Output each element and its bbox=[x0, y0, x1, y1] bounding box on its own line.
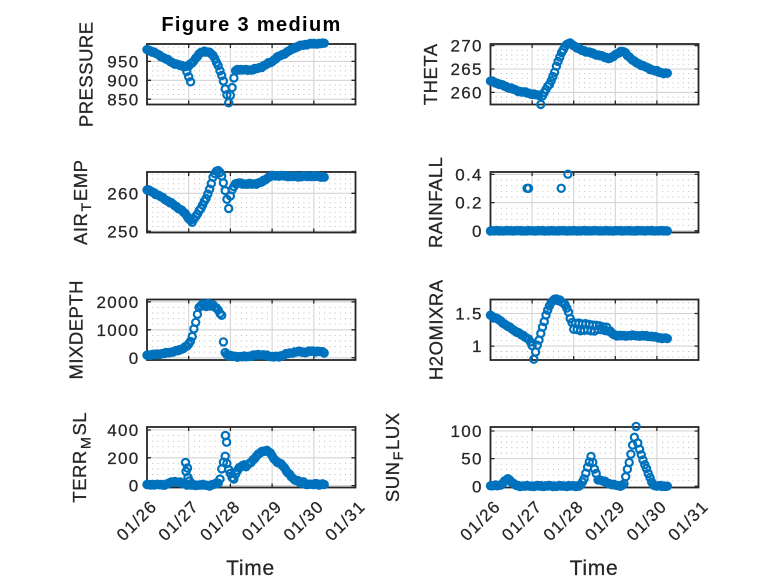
svg-text:265: 265 bbox=[451, 60, 483, 79]
svg-text:1000: 1000 bbox=[96, 321, 139, 340]
svg-text:400: 400 bbox=[107, 421, 139, 440]
svg-text:Time: Time bbox=[570, 557, 619, 580]
svg-text:270: 270 bbox=[451, 37, 483, 56]
svg-text:260: 260 bbox=[451, 84, 483, 103]
svg-text:0: 0 bbox=[129, 349, 140, 368]
svg-text:200: 200 bbox=[107, 449, 139, 468]
svg-text:PRESSURE: PRESSURE bbox=[76, 21, 97, 127]
svg-text:250: 250 bbox=[107, 222, 139, 241]
svg-text:850: 850 bbox=[107, 90, 139, 109]
svg-text:100: 100 bbox=[451, 422, 483, 441]
svg-text:SUNFLUX: SUNFLUX bbox=[382, 412, 407, 502]
svg-text:AIRTEMP: AIRTEMP bbox=[70, 159, 95, 245]
svg-text:50: 50 bbox=[461, 450, 483, 469]
svg-text:950: 950 bbox=[107, 53, 139, 72]
svg-text:2000: 2000 bbox=[96, 293, 139, 312]
svg-text:0: 0 bbox=[129, 477, 140, 496]
svg-text:0.2: 0.2 bbox=[455, 194, 483, 213]
svg-text:H2OMIXRA: H2OMIXRA bbox=[426, 279, 447, 380]
svg-text:1: 1 bbox=[472, 337, 483, 356]
svg-text:0: 0 bbox=[472, 222, 483, 241]
svg-text:900: 900 bbox=[107, 71, 139, 90]
svg-text:Time: Time bbox=[226, 557, 275, 580]
svg-text:THETA: THETA bbox=[420, 43, 441, 105]
svg-text:Figure 3 medium: Figure 3 medium bbox=[161, 14, 341, 36]
svg-text:1.5: 1.5 bbox=[455, 305, 483, 324]
svg-text:0.4: 0.4 bbox=[455, 166, 483, 185]
svg-text:260: 260 bbox=[107, 184, 139, 203]
svg-text:RAINFALL: RAINFALL bbox=[425, 157, 446, 248]
svg-text:TERRMSL: TERRMSL bbox=[69, 412, 94, 503]
svg-text:MIXDEPTH: MIXDEPTH bbox=[65, 280, 86, 380]
svg-text:0: 0 bbox=[472, 477, 483, 496]
